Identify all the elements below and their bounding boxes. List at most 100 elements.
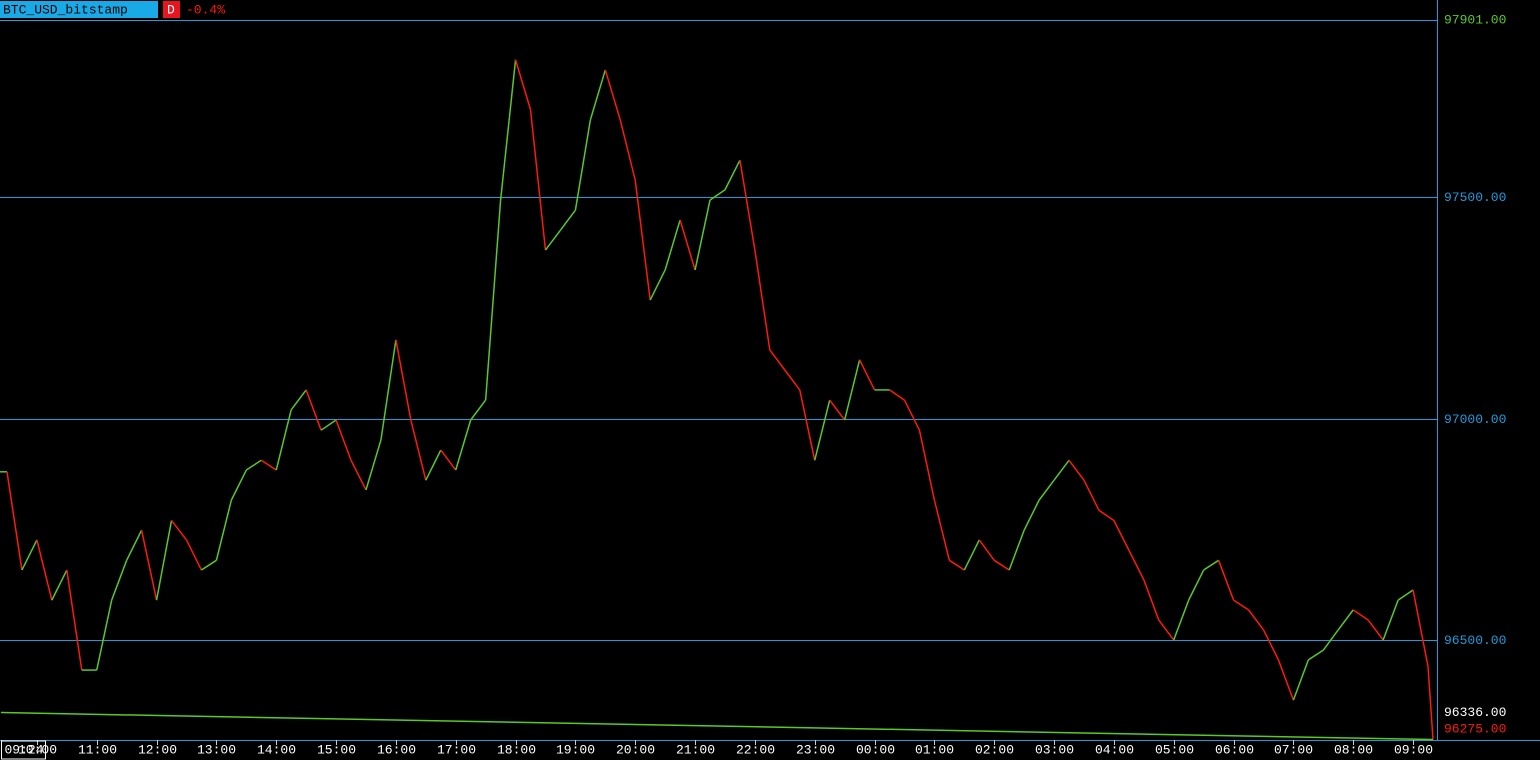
price-segment — [1397, 589, 1414, 601]
price-segment — [1083, 479, 1100, 511]
price-segment — [440, 449, 457, 471]
price-segment — [559, 209, 576, 231]
price-segment — [1292, 659, 1310, 701]
price-segment — [589, 69, 607, 121]
price-segment — [1128, 549, 1145, 581]
y-tick-label: 97000.00 — [1444, 412, 1506, 427]
x-tick-label: 21:00 — [676, 742, 715, 757]
price-segment — [1008, 529, 1025, 571]
price-segment — [889, 389, 905, 401]
x-tick-label: 20:00 — [616, 742, 655, 757]
price-segment — [634, 180, 651, 301]
price-segment — [380, 339, 397, 441]
x-tick-label: 10:00 — [18, 742, 57, 757]
price-segment — [110, 560, 128, 601]
price-segment — [155, 520, 173, 601]
price-segment — [1158, 619, 1175, 641]
x-tick-label: 09:00 — [1394, 742, 1433, 757]
price-segment — [918, 430, 936, 501]
x-tick-label: 09:24 — [5, 742, 44, 757]
x-tick-label: 04:00 — [1095, 742, 1134, 757]
price-segment — [858, 359, 876, 391]
x-tick-label: 05:00 — [1155, 742, 1194, 757]
price-segment — [679, 219, 696, 271]
x-tick-label: 06:00 — [1215, 742, 1254, 757]
price-segment — [230, 469, 247, 501]
x-tick-label: 14:00 — [257, 742, 296, 757]
price-segment — [0, 711, 1434, 741]
price-label: 96336.00 — [1444, 705, 1506, 720]
price-segment — [1337, 609, 1354, 631]
y-tick-label: 96500.00 — [1444, 633, 1506, 648]
price-segment — [335, 419, 352, 461]
price-segment — [51, 569, 68, 601]
price-segment — [784, 369, 801, 391]
price-segment — [754, 249, 771, 351]
x-tick-label: 23:00 — [796, 742, 835, 757]
price-segment — [978, 539, 995, 561]
price-segment — [514, 59, 532, 110]
price-segment — [619, 119, 636, 181]
price-segment — [425, 449, 442, 481]
price-segment — [1143, 579, 1160, 621]
x-tick-label: 17:00 — [437, 742, 476, 757]
x-tick-label: 15:00 — [317, 742, 356, 757]
price-segment — [1233, 599, 1249, 611]
price-segment — [1173, 599, 1190, 641]
x-tick-label: 01:00 — [915, 742, 954, 757]
x-tick-label: 08:00 — [1334, 742, 1373, 757]
price-segment — [694, 199, 711, 271]
price-segment — [470, 399, 487, 421]
price-segment — [1038, 479, 1055, 501]
price-segment — [1262, 629, 1280, 661]
price-segment — [499, 59, 517, 201]
price-segment — [305, 389, 322, 431]
x-tick-label: 12:00 — [138, 742, 177, 757]
price-segment — [799, 389, 816, 461]
price-segment — [963, 539, 980, 571]
price-segment — [814, 399, 831, 461]
price-segment — [170, 520, 188, 541]
price-segment — [1217, 560, 1235, 601]
price-segment — [544, 229, 562, 251]
x-tick-label: 03:00 — [1035, 742, 1074, 757]
price-segment — [290, 389, 307, 411]
price-segment — [933, 499, 951, 561]
price-segment — [724, 159, 741, 191]
chart-title: BTC_USD_bitstamp — [3, 2, 128, 17]
price-segment — [664, 219, 681, 271]
price-segment — [21, 539, 38, 571]
y-tick-label: 97500.00 — [1444, 190, 1506, 205]
price-segment — [185, 539, 203, 571]
price-segment — [36, 539, 53, 601]
price-label: 96275.00 — [1444, 721, 1506, 736]
price-segment — [1352, 609, 1369, 621]
price-segment — [125, 529, 143, 561]
interval[interactable]: D — [167, 2, 175, 17]
price-segment — [260, 459, 277, 471]
price-segment — [201, 559, 217, 571]
price-segment — [769, 349, 786, 371]
x-tick-label: 19:00 — [556, 742, 595, 757]
price-segment — [1053, 459, 1070, 481]
price-segment — [829, 399, 846, 421]
price-segment — [529, 109, 547, 251]
x-tick-label: 13:00 — [197, 742, 236, 757]
price-segment — [484, 199, 502, 401]
price-segment — [395, 339, 412, 421]
title-background — [0, 1, 158, 18]
price-segment — [245, 459, 262, 471]
price-segment — [140, 530, 158, 601]
x-tick-label: 07:00 — [1274, 742, 1313, 757]
price-segment — [1427, 666, 1434, 740]
price-segment — [709, 189, 726, 201]
price-segment — [1412, 589, 1429, 667]
x-tick-label: 16:00 — [377, 742, 416, 757]
x-tick-label: 18:00 — [497, 742, 536, 757]
price-segment — [350, 459, 367, 491]
price-segment — [903, 399, 921, 431]
price-segment — [1322, 629, 1339, 651]
x-tick-label: 02:00 — [975, 742, 1014, 757]
